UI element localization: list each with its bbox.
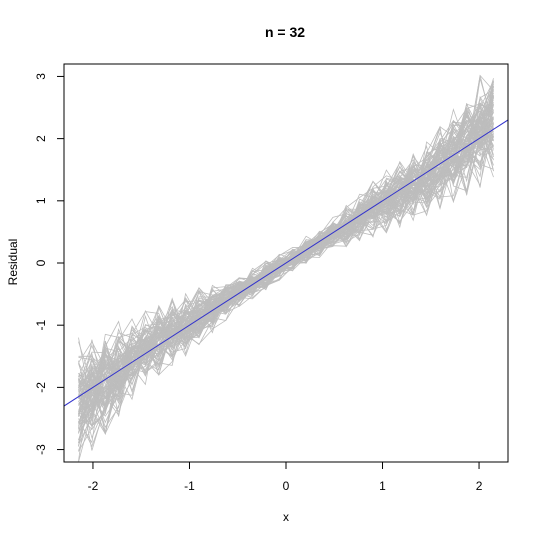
series-layer	[78, 74, 494, 462]
y-tick-label: -3	[34, 444, 48, 455]
reference-line-layer	[64, 119, 508, 407]
x-tick-label: -1	[184, 479, 195, 493]
x-tick-label: 2	[476, 479, 483, 493]
chart-title: n = 32	[265, 24, 305, 40]
y-axis: -3 -2 -1 0 1 2 3	[34, 73, 64, 455]
y-axis-label: Residual	[6, 239, 20, 286]
x-axis: -2 -1 0 1 2	[88, 462, 483, 493]
simulated-series-line	[78, 81, 494, 429]
y-tick-label: 0	[34, 259, 48, 266]
x-axis-label: x	[283, 510, 289, 524]
y-tick-label: -1	[34, 320, 48, 331]
x-tick-label: -2	[88, 479, 99, 493]
y-tick-label: 3	[34, 73, 48, 80]
x-tick-label: 1	[379, 479, 386, 493]
y-tick-label: 2	[34, 135, 48, 142]
simulated-series-line	[78, 103, 494, 415]
simulated-series-line	[78, 117, 494, 399]
y-tick-label: -2	[34, 382, 48, 393]
x-tick-label: 0	[283, 479, 290, 493]
reference-line	[64, 119, 508, 407]
y-tick-label: 1	[34, 197, 48, 204]
simulated-series-line	[78, 119, 494, 435]
simulated-series-line	[78, 95, 494, 392]
simulated-series-line	[78, 110, 494, 427]
